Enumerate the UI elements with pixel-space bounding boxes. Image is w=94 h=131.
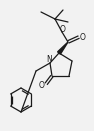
Text: O: O <box>39 81 45 89</box>
Text: O: O <box>60 26 66 34</box>
Text: N: N <box>46 54 52 64</box>
Polygon shape <box>58 42 68 54</box>
Text: O: O <box>80 32 86 42</box>
